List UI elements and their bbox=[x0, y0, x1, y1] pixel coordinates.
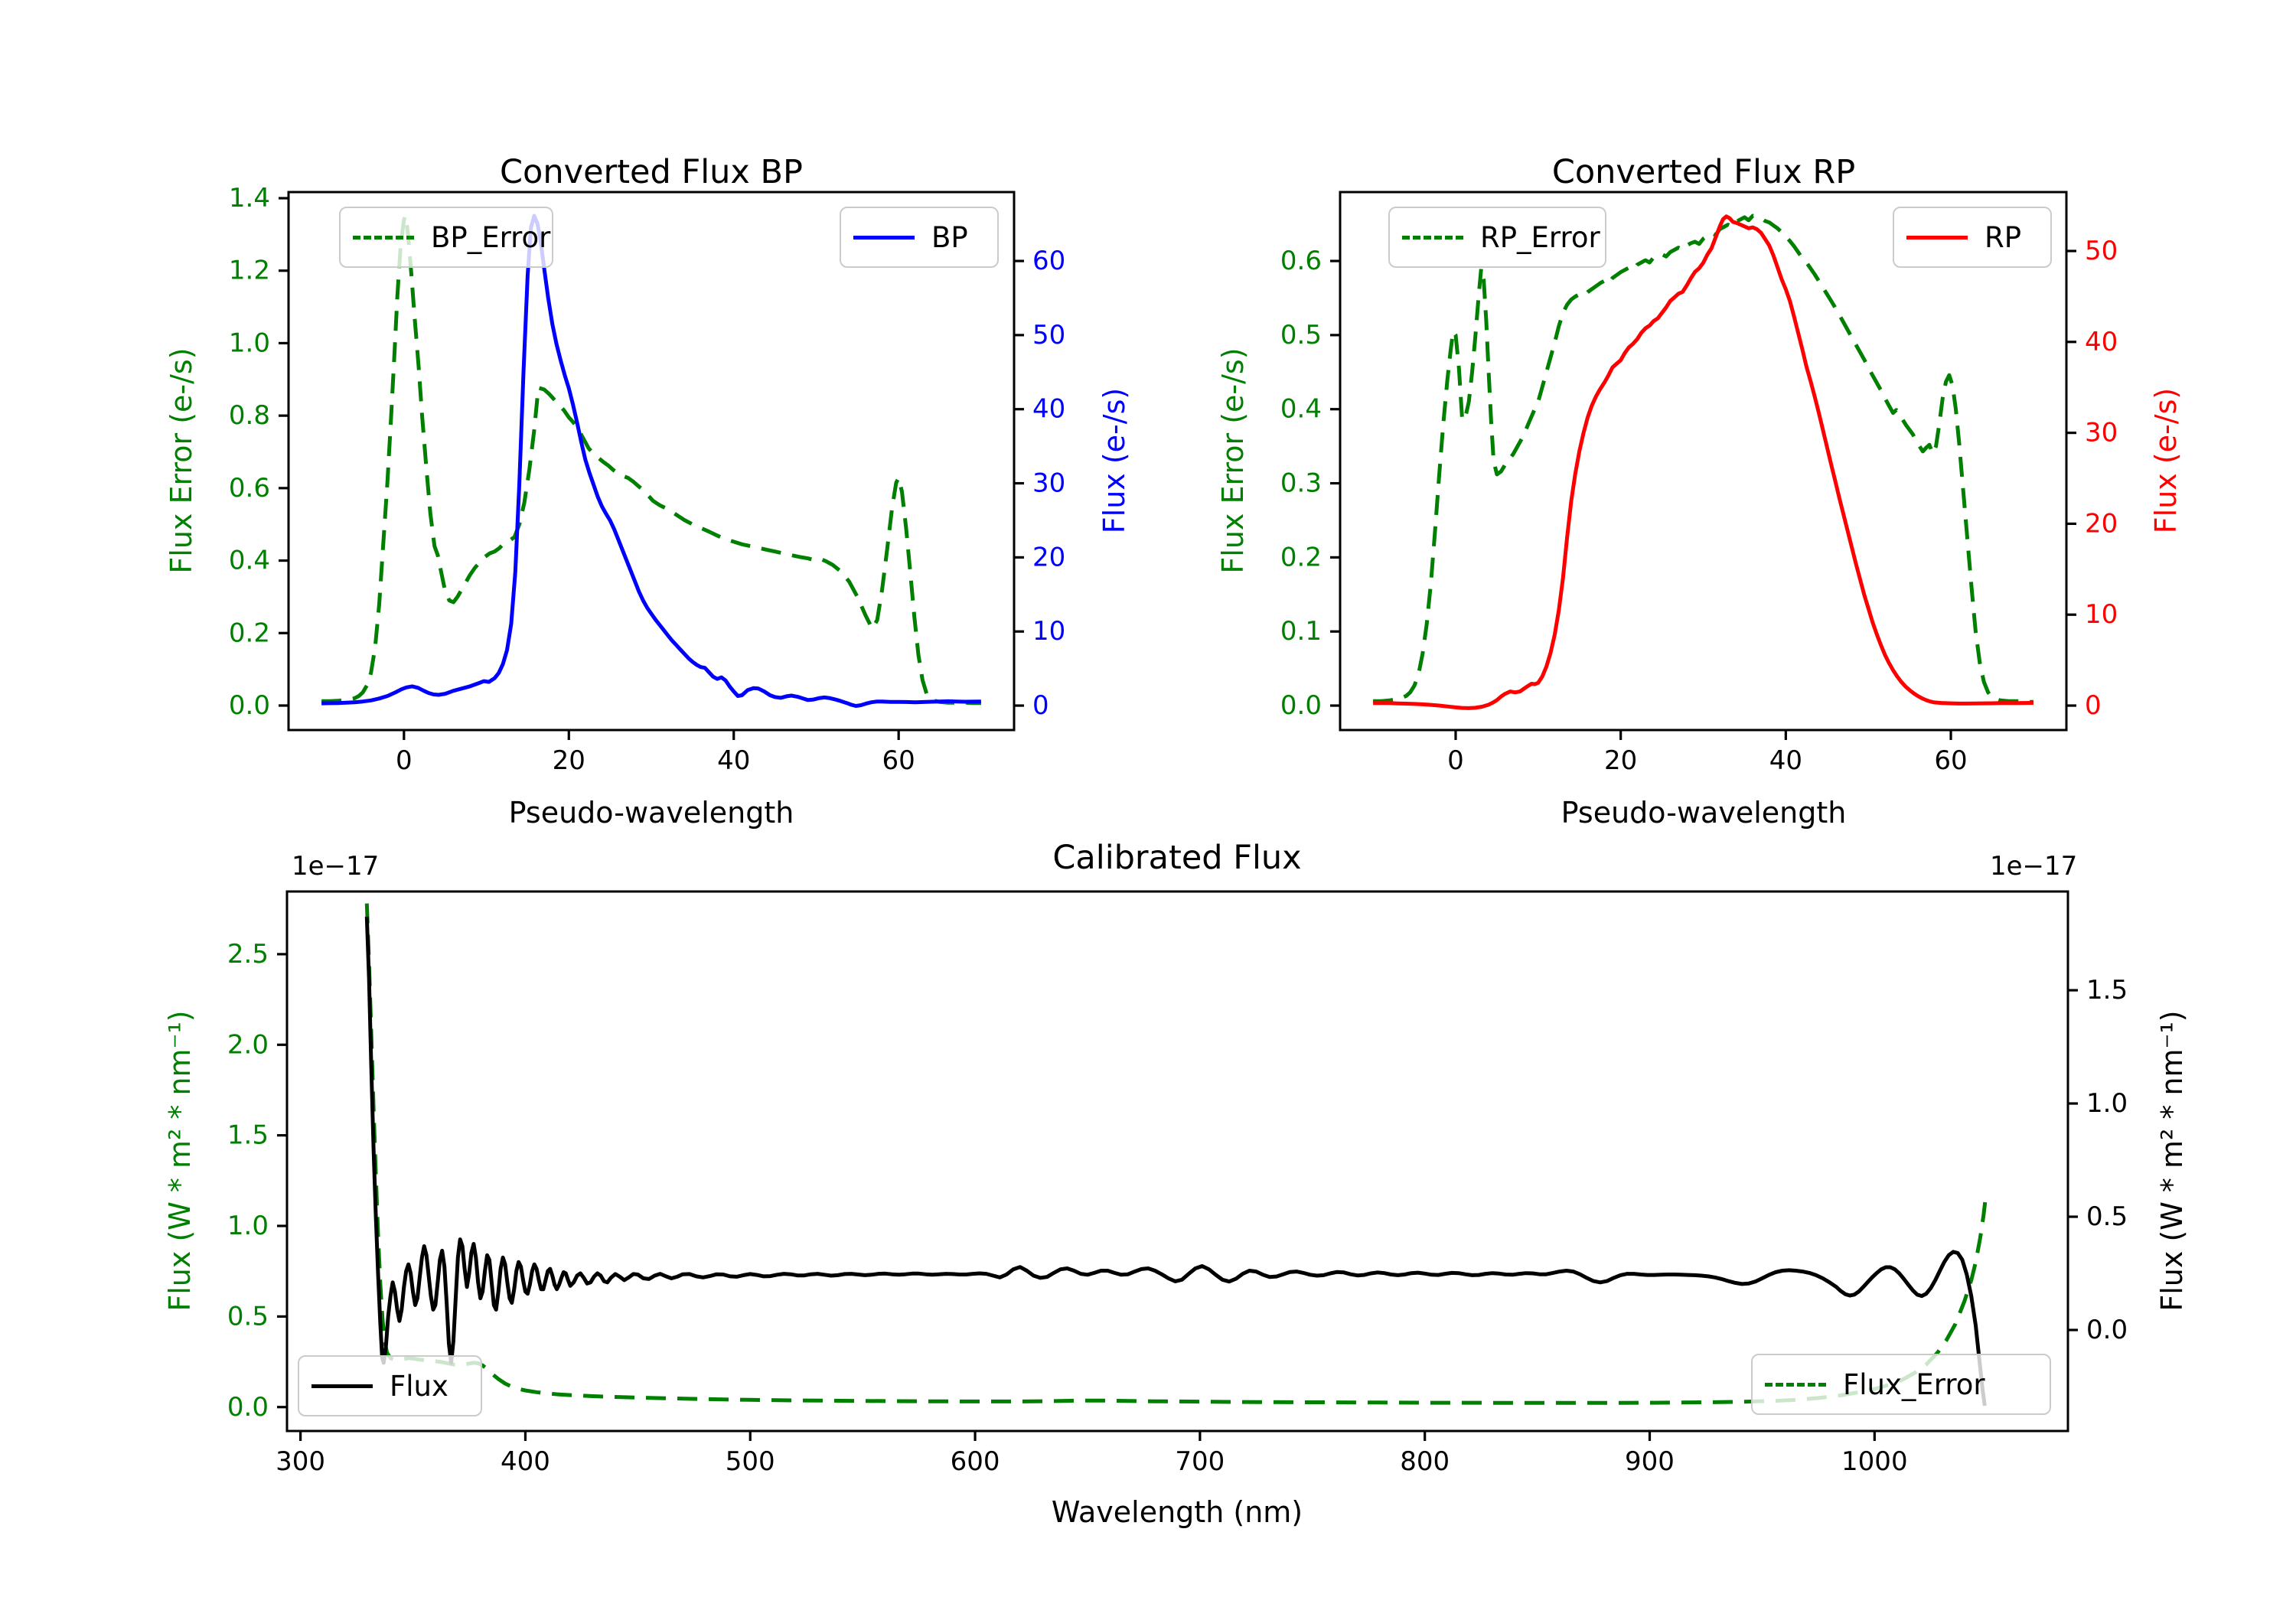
legend-label: RP_Error bbox=[1480, 220, 1600, 254]
legend-label: BP bbox=[931, 220, 968, 254]
x-tick-label: 600 bbox=[951, 1446, 1000, 1477]
series-RP_Error bbox=[1373, 214, 2033, 704]
y-axis-label-bp-error: Flux Error (e-/s) bbox=[165, 347, 198, 574]
series-Flux_Error bbox=[364, 903, 1988, 1405]
left-tick-label: 1.0 bbox=[229, 328, 270, 358]
axes-frame bbox=[1339, 191, 2068, 732]
left-tick-label: 0.2 bbox=[1280, 542, 1322, 572]
legend-label: Flux_Error bbox=[1843, 1367, 1985, 1401]
x-tick-label: 400 bbox=[501, 1446, 550, 1477]
right-tick-label: 50 bbox=[2085, 236, 2118, 266]
legend-sample-solid-line bbox=[853, 235, 915, 240]
x-tick-label: 40 bbox=[717, 745, 750, 776]
right-tick-label: 0 bbox=[1032, 690, 1049, 721]
left-tick-label: 2.5 bbox=[227, 939, 269, 970]
legend-rp-error: RP_Error bbox=[1388, 207, 1606, 268]
y-axis-label-bp-flux: Flux (e-/s) bbox=[1097, 387, 1131, 534]
left-tick-label: 0.3 bbox=[1280, 468, 1322, 499]
legend-sample-dashed-line bbox=[1402, 235, 1463, 240]
right-tick-label: 0.0 bbox=[2086, 1315, 2128, 1345]
x-tick-label: 20 bbox=[553, 745, 585, 776]
left-tick-label: 0.4 bbox=[1280, 394, 1322, 425]
plot-bp: 0 20 40 60 0.0 0.2 0.4 0.6 0.8 1.0 1.2 1.4 0 10 20 30 40… bbox=[229, 183, 1065, 776]
left-tick-label: 0.5 bbox=[227, 1301, 269, 1332]
series-Flux bbox=[364, 916, 1987, 1407]
x-tick-label: 300 bbox=[276, 1446, 325, 1477]
x-tick-label: 900 bbox=[1625, 1446, 1675, 1477]
legend-sample-dashed-line bbox=[353, 235, 414, 240]
legend-flux: Flux bbox=[298, 1355, 482, 1416]
right-tick-label: 60 bbox=[1032, 246, 1065, 276]
plot-title-calibrated: Calibrated Flux bbox=[1052, 839, 1302, 877]
legend-label: RP bbox=[1985, 220, 2022, 254]
right-tick-label: 20 bbox=[2085, 508, 2118, 539]
legend-flux-error: Flux_Error bbox=[1751, 1354, 2051, 1415]
plot-rp: 0 20 40 60 0.0 0.1 0.2 0.3 0.4 0.5 0.6 0 10 20 30 40 50 bbox=[1280, 191, 2118, 776]
series-BP_Error bbox=[321, 214, 981, 706]
right-tick-label: 30 bbox=[2085, 418, 2118, 448]
legend-sample-dashed-line bbox=[1765, 1382, 1826, 1387]
right-tick-label: 20 bbox=[1032, 542, 1065, 572]
plot-title-rp: Converted Flux RP bbox=[1551, 153, 1856, 191]
legend-label: Flux bbox=[390, 1369, 448, 1403]
right-tick-label: 40 bbox=[1032, 394, 1065, 425]
y-axis-label-rp-flux: Flux (e-/s) bbox=[2149, 387, 2183, 534]
left-tick-label: 2.0 bbox=[227, 1029, 269, 1060]
y-axis-label-cal-right: Flux (W * m² * nm⁻¹) bbox=[2155, 1010, 2189, 1312]
right-tick-label: 1.0 bbox=[2086, 1088, 2128, 1119]
right-tick-label: 10 bbox=[2085, 599, 2118, 630]
x-tick-label: 0 bbox=[396, 745, 413, 776]
right-tick-label: 0.5 bbox=[2086, 1201, 2128, 1232]
axes-frame bbox=[285, 890, 2069, 1433]
x-tick-label: 0 bbox=[1447, 745, 1464, 776]
x-axis-label-calibrated: Wavelength (nm) bbox=[1051, 1495, 1303, 1529]
x-axis-label-rp: Pseudo-wavelength bbox=[1561, 796, 1847, 830]
series-BP bbox=[321, 214, 981, 708]
legend-bp-error: BP_Error bbox=[339, 207, 553, 268]
x-tick-label: 60 bbox=[1934, 745, 1967, 776]
y-axis-label-cal-left: Flux (W * m² * nm⁻¹) bbox=[163, 1010, 197, 1312]
series-RP bbox=[1373, 214, 2033, 710]
x-tick-label: 40 bbox=[1769, 745, 1802, 776]
right-tick-label: 40 bbox=[2085, 327, 2118, 357]
x-tick-label: 1000 bbox=[1841, 1446, 1908, 1477]
legend-sample-solid-line bbox=[311, 1384, 373, 1388]
x-tick-label: 500 bbox=[726, 1446, 775, 1477]
x-tick-label: 700 bbox=[1175, 1446, 1225, 1477]
left-tick-label: 0.8 bbox=[229, 400, 270, 431]
left-tick-label: 1.5 bbox=[227, 1120, 269, 1151]
left-tick-label: 0.2 bbox=[229, 618, 270, 648]
y-axis-label-rp-error: Flux Error (e-/s) bbox=[1216, 347, 1250, 574]
left-tick-label: 0.0 bbox=[227, 1392, 269, 1423]
x-axis-label-bp: Pseudo-wavelength bbox=[508, 796, 794, 830]
x-tick-label: 20 bbox=[1604, 745, 1637, 776]
left-tick-label: 0.6 bbox=[229, 473, 270, 504]
left-axis-offset-text: 1e−17 bbox=[292, 851, 380, 882]
left-tick-label: 1.0 bbox=[227, 1211, 269, 1241]
legend-sample-solid-line bbox=[1906, 235, 1968, 240]
right-tick-label: 0 bbox=[2085, 690, 2102, 721]
legend-rp: RP bbox=[1893, 207, 2052, 268]
right-tick-label: 30 bbox=[1032, 468, 1065, 499]
left-tick-label: 0.4 bbox=[229, 546, 270, 576]
left-tick-label: 1.2 bbox=[229, 256, 270, 286]
right-tick-label: 50 bbox=[1032, 320, 1065, 350]
axes-frame bbox=[287, 191, 1016, 732]
left-tick-label: 0.5 bbox=[1280, 320, 1322, 350]
right-tick-label: 10 bbox=[1032, 616, 1065, 647]
legend-label: BP_Error bbox=[431, 220, 551, 254]
plot-title-bp: Converted Flux BP bbox=[500, 153, 803, 191]
left-tick-label: 1.4 bbox=[229, 183, 270, 214]
left-tick-label: 0.1 bbox=[1280, 616, 1322, 647]
left-tick-label: 0.0 bbox=[229, 690, 270, 721]
x-tick-label: 60 bbox=[882, 745, 915, 776]
left-tick-label: 0.0 bbox=[1280, 690, 1322, 721]
legend-bp: BP bbox=[840, 207, 999, 268]
x-tick-label: 800 bbox=[1400, 1446, 1450, 1477]
right-tick-label: 1.5 bbox=[2086, 975, 2128, 1006]
right-axis-offset-text: 1e−17 bbox=[1990, 851, 2078, 882]
left-tick-label: 0.6 bbox=[1280, 246, 1322, 276]
